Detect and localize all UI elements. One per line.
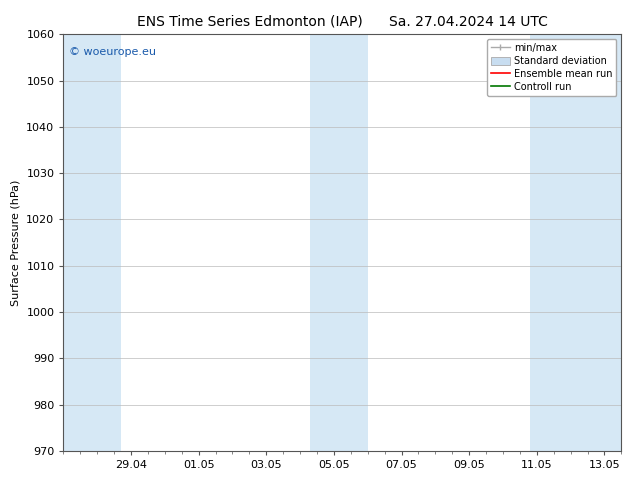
Title: ENS Time Series Edmonton (IAP)      Sa. 27.04.2024 14 UTC: ENS Time Series Edmonton (IAP) Sa. 27.04… bbox=[137, 15, 548, 29]
Y-axis label: Surface Pressure (hPa): Surface Pressure (hPa) bbox=[11, 179, 21, 306]
Bar bbox=[530, 34, 621, 451]
Text: © woeurope.eu: © woeurope.eu bbox=[69, 47, 156, 57]
Legend: min/max, Standard deviation, Ensemble mean run, Controll run: min/max, Standard deviation, Ensemble me… bbox=[487, 39, 616, 96]
Bar bbox=[310, 34, 368, 451]
Bar bbox=[63, 34, 121, 451]
